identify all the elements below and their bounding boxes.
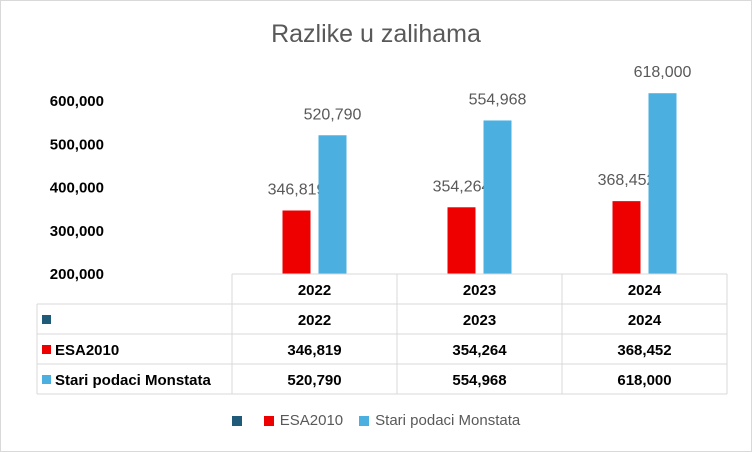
y-tick-label: 600,000 xyxy=(50,93,104,110)
bar-esa2010-2024 xyxy=(612,201,641,274)
x-tick-label: 2024 xyxy=(628,282,662,299)
data-label-esa2010-2022: 346,819 xyxy=(268,182,326,199)
data-label-esa2010-2023: 354,264 xyxy=(433,178,491,195)
table-cell: 520,790 xyxy=(287,372,341,389)
data-label-stari-podaci-monstata-2023: 554,968 xyxy=(469,91,527,108)
table-cell: 2022 xyxy=(298,312,331,329)
bar-esa2010-2022 xyxy=(282,210,311,274)
table-cell: 2024 xyxy=(628,312,662,329)
data-label-stari-podaci-monstata-2024: 618,000 xyxy=(634,64,692,81)
data-label-esa2010-2024: 368,452 xyxy=(598,172,656,189)
table-legend-key-esa2010 xyxy=(42,345,51,354)
y-tick-label: 200,000 xyxy=(50,266,104,283)
legend-label-esa2010: ESA2010 xyxy=(279,412,344,429)
legend-item-esa2010: ESA2010 xyxy=(263,412,344,429)
table-cell: 368,452 xyxy=(617,342,671,359)
table-cell: 618,000 xyxy=(617,372,671,389)
legend-swatch-monstat xyxy=(359,415,370,426)
legend-item-blank xyxy=(231,415,248,426)
legend-swatch-blank xyxy=(231,415,242,426)
table-cell: 2023 xyxy=(463,312,496,329)
bar-stari-podaci-monstata-2023 xyxy=(483,120,512,274)
table-cell: 354,264 xyxy=(452,342,507,359)
chart-title: Razlike u zalihama xyxy=(271,20,481,48)
x-tick-label: 2022 xyxy=(298,282,331,299)
legend-item-monstat: Stari podaci Monstata xyxy=(359,412,520,429)
bar-stari-podaci-monstata-2024 xyxy=(648,93,677,274)
y-tick-label: 300,000 xyxy=(50,223,104,240)
table-legend-key-blank xyxy=(42,315,51,324)
table-cell: 554,968 xyxy=(452,372,506,389)
bar-esa2010-2023 xyxy=(447,207,476,274)
table-cell: 346,819 xyxy=(287,342,341,359)
table-row-header: Stari podaci Monstata xyxy=(55,372,212,389)
y-tick-label: 500,000 xyxy=(50,136,104,153)
table-row-header: ESA2010 xyxy=(55,342,119,359)
data-label-stari-podaci-monstata-2022: 520,790 xyxy=(304,106,362,123)
legend-label-monstat: Stari podaci Monstata xyxy=(375,412,521,429)
x-tick-label: 2023 xyxy=(463,282,496,299)
chart-legend: ESA2010 Stari podaci Monstata xyxy=(0,412,752,429)
legend-swatch-esa2010 xyxy=(263,415,274,426)
y-tick-label: 400,000 xyxy=(50,180,104,197)
bar-stari-podaci-monstata-2022 xyxy=(318,135,347,274)
table-legend-key-stari-podaci-monstata xyxy=(42,375,51,384)
